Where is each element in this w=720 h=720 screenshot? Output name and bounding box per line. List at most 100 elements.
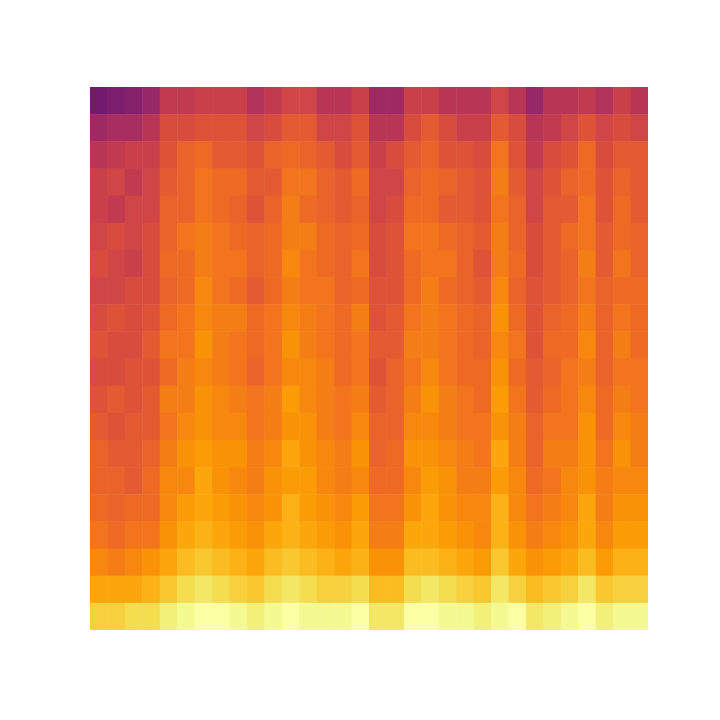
heatmap-cell <box>631 359 648 387</box>
heatmap-cell <box>125 549 143 577</box>
heatmap-cell <box>613 413 631 441</box>
heatmap-cell <box>125 521 143 549</box>
heatmap-cell <box>125 576 143 604</box>
heatmap-cell <box>90 196 108 224</box>
heatmap-cell <box>474 413 492 441</box>
heatmap-cell <box>195 413 213 441</box>
heatmap-cell <box>509 521 527 549</box>
heatmap-cell <box>596 440 614 468</box>
heatmap-cell <box>247 549 265 577</box>
heatmap-cell <box>386 168 404 196</box>
heatmap-cell <box>90 168 108 196</box>
heatmap-cell <box>125 331 143 359</box>
heatmap-cell <box>282 467 300 495</box>
heatmap-cell <box>212 87 230 115</box>
heatmap-cell <box>125 440 143 468</box>
heatmap-cell <box>299 359 317 387</box>
heatmap-cell <box>299 250 317 278</box>
heatmap-cell <box>282 141 300 169</box>
heatmap-cell <box>142 359 160 387</box>
heatmap-cell <box>352 168 370 196</box>
heatmap-cell <box>264 168 282 196</box>
heatmap-cell <box>299 413 317 441</box>
heatmap-cell <box>369 521 387 549</box>
heatmap-cell <box>212 386 230 414</box>
heatmap-cell <box>491 359 509 387</box>
heatmap-cell <box>456 223 474 251</box>
heatmap-cell <box>212 440 230 468</box>
heatmap-cell <box>230 196 248 224</box>
heatmap-cell <box>264 87 282 115</box>
heatmap-cell <box>561 603 579 630</box>
heatmap-cell <box>561 196 579 224</box>
heatmap-cell <box>352 467 370 495</box>
heatmap-cell <box>596 467 614 495</box>
heatmap-cell <box>439 277 457 305</box>
heatmap-cell <box>404 413 422 441</box>
heatmap-cell <box>177 196 195 224</box>
heatmap-cell <box>125 603 143 630</box>
heatmap-cell <box>352 386 370 414</box>
heatmap-cell <box>107 467 125 495</box>
heatmap-cell <box>439 576 457 604</box>
heatmap-cell <box>474 359 492 387</box>
heatmap-cell <box>578 250 596 278</box>
heatmap-cell <box>509 386 527 414</box>
heatmap-cell <box>456 87 474 115</box>
heatmap-cell <box>282 250 300 278</box>
heatmap-cell <box>352 304 370 332</box>
heatmap-cell <box>142 440 160 468</box>
heatmap-cell <box>386 549 404 577</box>
heatmap-cell <box>509 168 527 196</box>
heatmap-cell <box>177 440 195 468</box>
heatmap-cell <box>456 168 474 196</box>
heatmap-cell <box>474 521 492 549</box>
heatmap-cell <box>613 141 631 169</box>
heatmap-cell <box>299 603 317 630</box>
heatmap-cell <box>177 576 195 604</box>
heatmap-cell <box>509 141 527 169</box>
heatmap-cell <box>421 603 439 630</box>
heatmap-cell <box>212 168 230 196</box>
heatmap-cell <box>282 223 300 251</box>
heatmap-cell <box>299 196 317 224</box>
heatmap-cell <box>247 223 265 251</box>
heatmap-cell <box>439 196 457 224</box>
heatmap-cell <box>264 386 282 414</box>
heatmap-cell <box>509 331 527 359</box>
heatmap-cell <box>386 467 404 495</box>
heatmap-cell <box>421 223 439 251</box>
heatmap-cell <box>107 196 125 224</box>
heatmap-cell <box>491 549 509 577</box>
heatmap-cell <box>334 521 352 549</box>
heatmap-cell <box>282 386 300 414</box>
heatmap-cell <box>543 331 561 359</box>
heatmap-cell <box>631 196 648 224</box>
heatmap-cell <box>456 413 474 441</box>
heatmap-cell <box>526 386 544 414</box>
heatmap-cell <box>369 250 387 278</box>
heatmap-cell <box>543 304 561 332</box>
heatmap-cell <box>334 413 352 441</box>
heatmap-cell <box>386 141 404 169</box>
heatmap-cell <box>90 359 108 387</box>
heatmap-cell <box>491 277 509 305</box>
heatmap-cell <box>264 359 282 387</box>
heatmap-cell <box>561 277 579 305</box>
heatmap-cell <box>195 549 213 577</box>
heatmap-cell <box>352 87 370 115</box>
heatmap-cell <box>195 223 213 251</box>
heatmap-cell <box>369 223 387 251</box>
heatmap-cell <box>404 250 422 278</box>
heatmap-cell <box>543 521 561 549</box>
heatmap-cell <box>334 277 352 305</box>
heatmap-cell <box>596 494 614 522</box>
heatmap-cell <box>177 331 195 359</box>
heatmap-cell <box>543 467 561 495</box>
heatmap-cell <box>474 549 492 577</box>
heatmap-cell <box>195 304 213 332</box>
heatmap-cell <box>230 141 248 169</box>
heatmap-cell <box>369 304 387 332</box>
heatmap-cell <box>474 196 492 224</box>
heatmap-cell <box>439 521 457 549</box>
